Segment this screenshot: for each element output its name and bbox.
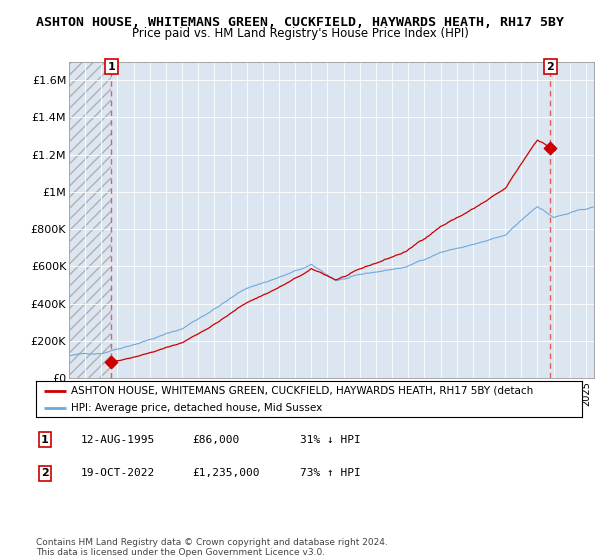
Text: ASHTON HOUSE, WHITEMANS GREEN, CUCKFIELD, HAYWARDS HEATH, RH17 5BY: ASHTON HOUSE, WHITEMANS GREEN, CUCKFIELD… — [36, 16, 564, 29]
Text: £86,000: £86,000 — [192, 435, 239, 445]
Text: 2: 2 — [547, 62, 554, 72]
Text: 19-OCT-2022: 19-OCT-2022 — [81, 468, 155, 478]
Text: HPI: Average price, detached house, Mid Sussex: HPI: Average price, detached house, Mid … — [71, 403, 323, 413]
Text: 1: 1 — [41, 435, 49, 445]
Bar — [69, 62, 112, 378]
Text: 2: 2 — [41, 468, 49, 478]
Text: Price paid vs. HM Land Registry's House Price Index (HPI): Price paid vs. HM Land Registry's House … — [131, 27, 469, 40]
Point — [545, 144, 555, 153]
Point — [107, 357, 116, 366]
Text: 73% ↑ HPI: 73% ↑ HPI — [300, 468, 361, 478]
Text: 12-AUG-1995: 12-AUG-1995 — [81, 435, 155, 445]
Text: £1,235,000: £1,235,000 — [192, 468, 260, 478]
Text: 31% ↓ HPI: 31% ↓ HPI — [300, 435, 361, 445]
Text: ASHTON HOUSE, WHITEMANS GREEN, CUCKFIELD, HAYWARDS HEATH, RH17 5BY (detach: ASHTON HOUSE, WHITEMANS GREEN, CUCKFIELD… — [71, 386, 534, 396]
Text: Contains HM Land Registry data © Crown copyright and database right 2024.
This d: Contains HM Land Registry data © Crown c… — [36, 538, 388, 557]
Text: 1: 1 — [107, 62, 115, 72]
